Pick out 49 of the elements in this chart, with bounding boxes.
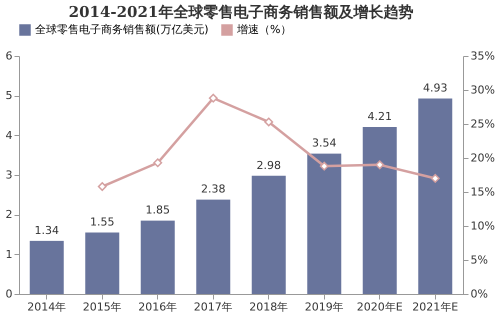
y-tick-label: 6	[6, 50, 12, 62]
y2-tick-label: 10%	[470, 220, 495, 232]
point	[320, 162, 329, 171]
x-tick-label: 2020年E	[356, 300, 403, 314]
bar	[418, 98, 452, 294]
legend-label: 增速（%）	[236, 23, 292, 36]
bar	[252, 176, 286, 294]
y-tick-label: 1	[6, 248, 12, 261]
data-label: 1.34	[34, 224, 59, 237]
y2-tick-label: 20%	[470, 152, 495, 164]
y2-tick-label: 15%	[470, 186, 495, 198]
x-tick-label: 2015年	[82, 300, 122, 314]
data-label: 2.98	[256, 158, 281, 172]
x-tick-label: 2019年	[304, 300, 344, 314]
data-label: 1.55	[90, 216, 114, 229]
x-tick-label: 2014年	[27, 300, 66, 314]
y2-tick-label: 35%	[470, 50, 495, 62]
point	[153, 158, 162, 168]
x-tick-label: 2021年E	[412, 300, 458, 314]
x-tick-label: 2017年	[194, 300, 233, 314]
data-label: 4.21	[368, 110, 392, 124]
point	[264, 118, 274, 126]
y2-tick-label: 30%	[470, 84, 495, 96]
bar	[307, 154, 342, 294]
data-label: 1.85	[146, 204, 170, 217]
y2-tick-label: 5%	[470, 254, 488, 266]
y2-tick-label: 0%	[470, 288, 488, 300]
point	[98, 182, 107, 192]
y-tick-label: 5	[6, 89, 12, 102]
x-tick-label: 2016年	[138, 300, 178, 314]
bar	[196, 200, 230, 294]
y-tick-label: 3	[6, 168, 12, 182]
bar	[140, 220, 175, 294]
data-label: 3.54	[312, 136, 336, 150]
legend-label: 全球零售电子商务销售额(万亿美元)	[35, 23, 209, 36]
bar	[85, 232, 120, 294]
y-tick-label: 2	[6, 208, 12, 222]
x-tick-label: 2018年	[249, 300, 288, 314]
data-label: 2.38	[201, 182, 226, 196]
bar	[30, 240, 64, 294]
data-label: 4.93	[423, 81, 448, 94]
point	[208, 94, 218, 103]
point	[430, 174, 440, 183]
y-tick-label: 4	[6, 128, 12, 142]
bar	[362, 127, 397, 294]
y2-tick-label: 25%	[470, 118, 495, 130]
y-tick-label: 0	[6, 288, 12, 300]
chart-title: 2014-2021年全球零售电子商务销售额及增长趋势	[68, 3, 414, 21]
point	[375, 160, 384, 170]
